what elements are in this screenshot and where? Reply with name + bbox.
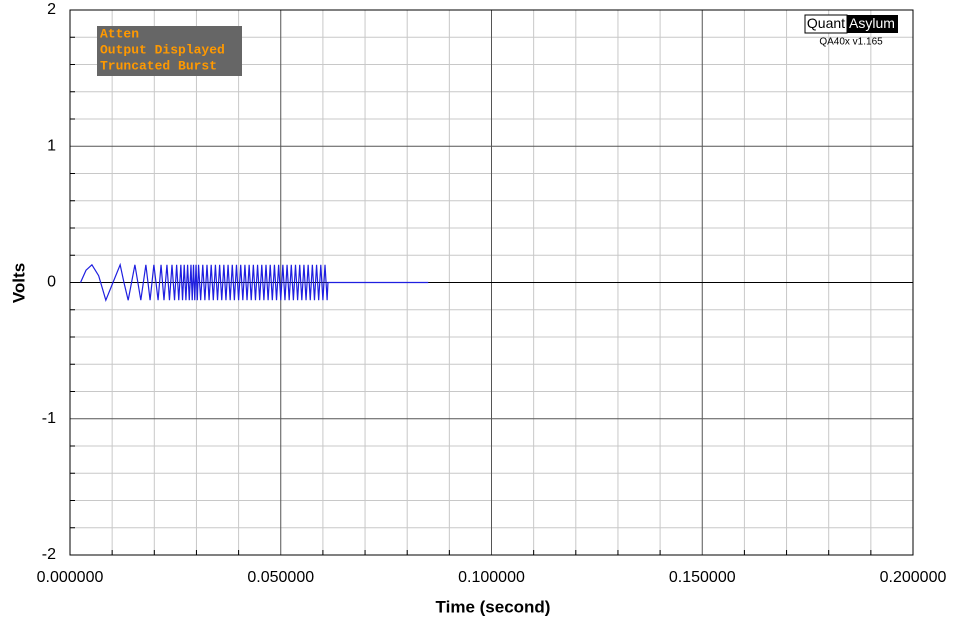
logo-right	[847, 15, 898, 33]
y-tick-label: -1	[42, 410, 56, 427]
signal-line	[79, 262, 429, 303]
x-tick-label: 0.200000	[880, 569, 947, 586]
annotation-box	[97, 26, 242, 76]
x-tick-label: 0.150000	[669, 569, 736, 586]
logo-text: Quant	[807, 15, 845, 31]
y-tick-label: 0	[47, 274, 56, 291]
version: QA40x v1.165	[819, 37, 883, 48]
y-tick-label: 2	[47, 1, 56, 18]
x-tick-label: 0.000000	[37, 569, 104, 586]
y-tick-label: 1	[47, 137, 56, 154]
annotation: Output Displayed	[100, 42, 225, 57]
annotation: Truncated Burst	[100, 58, 217, 73]
x-axis-title: Time (second)	[436, 597, 551, 616]
y-axis-title: Volts	[9, 263, 28, 303]
y-tick-label: -2	[42, 546, 56, 563]
x-tick-label: 0.050000	[247, 569, 314, 586]
plot-frame	[69, 9, 914, 556]
annotation: Atten	[100, 26, 139, 41]
x-tick-label: 0.100000	[458, 569, 525, 586]
logo-text: Asylum	[849, 15, 895, 31]
